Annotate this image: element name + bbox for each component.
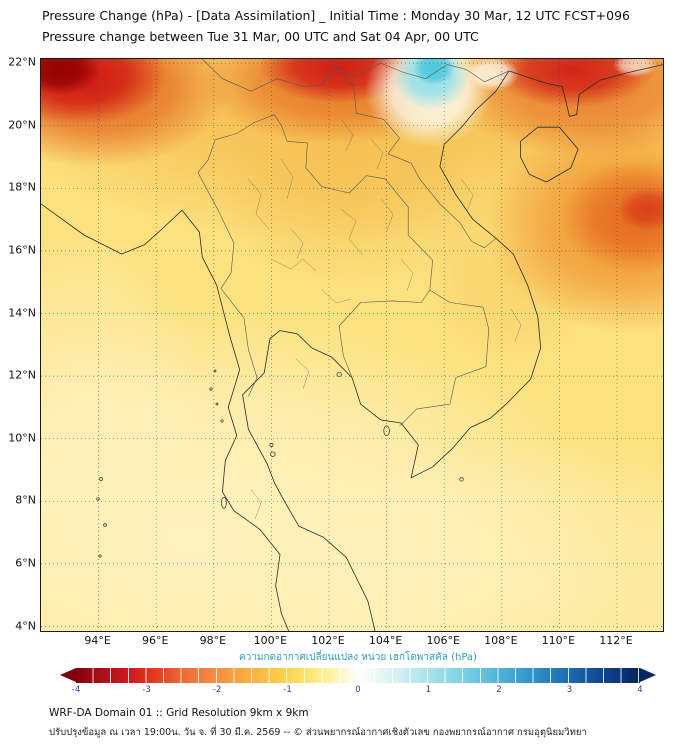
y-tick-label: 12°N (8, 368, 36, 382)
latlon-grid (41, 59, 663, 631)
y-tick-label: 4°N (15, 619, 36, 632)
y-tick-label: 14°N (8, 306, 36, 319)
y-tick-label: 8°N (15, 493, 36, 507)
colorbar-tick: -4 (71, 685, 81, 695)
colorbar-tick: -3 (142, 685, 151, 695)
domain-info: WRF-DA Domain 01 :: Grid Resolution 9km … (49, 707, 309, 719)
x-tick-label: 96°E (141, 634, 169, 647)
x-tick-label: 98°E (199, 634, 227, 647)
colorbar-tick: 0 (355, 685, 361, 695)
coastlines (41, 64, 663, 631)
x-tick-label: 110°E (541, 634, 576, 647)
islands (96, 369, 464, 558)
x-tick-label: 112°E (599, 634, 633, 647)
colorbar-gradient (76, 668, 640, 683)
pressure-field (41, 59, 663, 631)
y-tick-label: 10°N (8, 431, 36, 445)
x-tick-label: 104°E (368, 634, 403, 647)
country-borders (197, 59, 510, 427)
x-tick-label: 102°E (311, 634, 345, 647)
colorbar (60, 668, 656, 683)
y-tick-label: 16°N (8, 243, 36, 257)
page-subtitle: Pressure change between Tue 31 Mar, 00 U… (42, 29, 479, 44)
colorbar-label: ความกดอากาศเปลี่ยนแปลง หน่วย เฮกโตพาสคัล… (239, 652, 477, 663)
page-title: Pressure Change (hPa) - [Data Assimilati… (42, 8, 630, 23)
x-tick-label: 108°E (484, 634, 518, 647)
x-tick-label: 94°E (84, 634, 111, 647)
colorbar-overflow-arrow (640, 668, 656, 682)
colorbar-tick: 4 (637, 685, 643, 695)
colorbar-tick: 3 (566, 685, 573, 695)
pressure-change-map (41, 59, 663, 631)
y-tick-label: 18°N (8, 180, 36, 194)
map-frame (40, 58, 664, 632)
update-credit-info: ปรับปรุงข้อมูล ณ เวลา 19:00น. วัน จ. ที่… (49, 727, 587, 738)
colorbar-tick: -1 (283, 685, 292, 695)
x-tick-label: 100°E (253, 634, 288, 647)
colorbar-tick: -2 (212, 685, 222, 695)
colorbar-underflow-arrow (60, 668, 76, 682)
x-tick-label: 106°E (426, 634, 460, 647)
y-tick-label: 6°N (15, 556, 36, 570)
y-tick-label: 22°N (8, 55, 36, 69)
colorbar-tick: 2 (496, 685, 502, 695)
colorbar-ticks: -4 -3 -2 -1 0 1 2 3 4 (72, 685, 643, 697)
province-boundaries (247, 118, 522, 520)
colorbar-tick: 1 (425, 685, 432, 695)
y-tick-label: 20°N (8, 118, 36, 132)
